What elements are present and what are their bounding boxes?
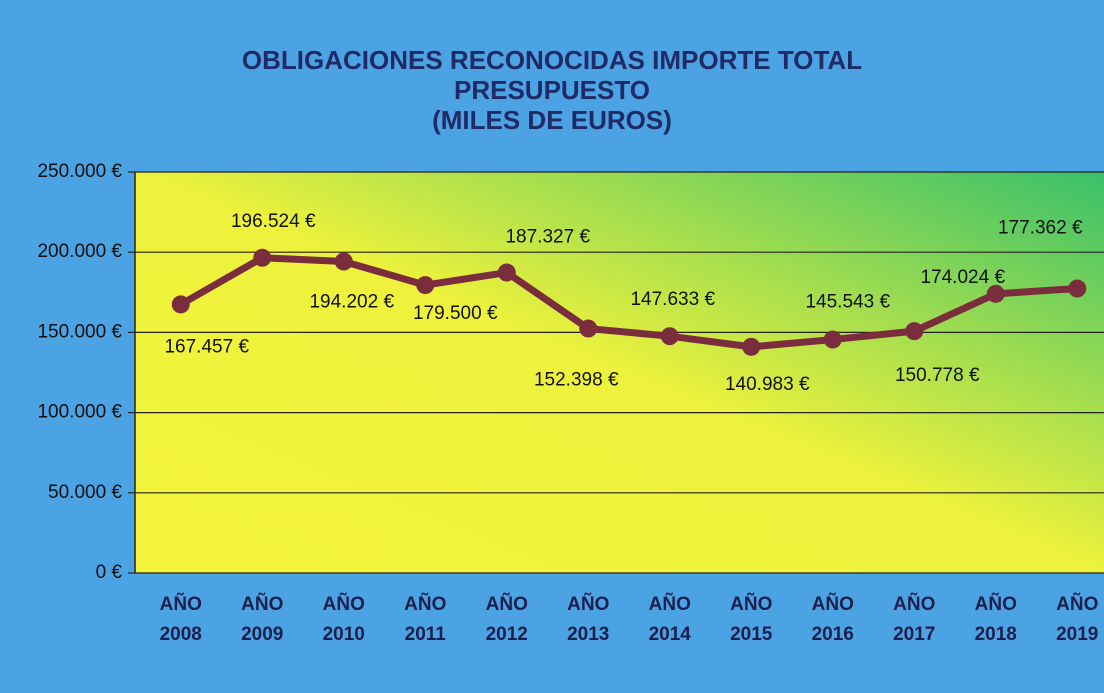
- data-label: 140.983 €: [725, 374, 810, 395]
- point: [171, 295, 190, 314]
- x-tick-label: AÑO 2016: [811, 594, 854, 645]
- data-label: 194.202 €: [309, 292, 394, 313]
- point: [905, 322, 924, 341]
- data-label: 187.327 €: [505, 227, 590, 248]
- point: [660, 327, 679, 346]
- x-tick-label: AÑO 2018: [974, 594, 1017, 645]
- data-label: 167.457 €: [164, 336, 249, 357]
- x-tick-label: AÑO 2015: [730, 594, 773, 645]
- point: [742, 337, 761, 356]
- data-label: 145.543 €: [805, 292, 890, 313]
- point: [416, 276, 435, 295]
- plot-area: [135, 172, 1104, 573]
- y-tick-label: 0 €: [96, 562, 123, 583]
- data-label: 174.024 €: [920, 267, 1005, 288]
- y-tick-label: 50.000 €: [48, 482, 122, 503]
- x-tick-label: AÑO 2014: [648, 594, 691, 645]
- x-tick-label: AÑO 2008: [159, 594, 202, 645]
- point: [253, 248, 272, 267]
- point: [823, 330, 842, 349]
- y-tick-label: 250.000 €: [37, 161, 122, 182]
- point: [334, 252, 353, 271]
- chart-title: OBLIGACIONES RECONOCIDAS IMPORTE TOTAL P…: [241, 45, 863, 105]
- data-label: 147.633 €: [630, 289, 715, 310]
- y-tick-label: 200.000 €: [37, 241, 122, 262]
- y-tick-label: 100.000 €: [37, 402, 122, 423]
- data-label: 150.778 €: [895, 365, 980, 386]
- y-tick-label: 150.000 €: [37, 321, 122, 342]
- point: [497, 263, 516, 282]
- x-tick-label: AÑO 2012: [485, 594, 528, 645]
- x-tick-label: AÑO 2010: [322, 594, 365, 645]
- point: [1068, 279, 1087, 298]
- data-label: 152.398 €: [534, 370, 619, 391]
- line: [179, 254, 1078, 351]
- data-label: 179.500 €: [413, 303, 498, 324]
- x-tick-label: AÑO 2013: [567, 594, 610, 645]
- chart-subtitle: (MILES DE EUROS): [432, 105, 672, 135]
- data-label: 177.362 €: [998, 218, 1083, 239]
- x-tick-label: AÑO 2017: [893, 594, 936, 645]
- data-label: 196.524 €: [231, 211, 316, 232]
- point: [986, 284, 1005, 303]
- x-tick-label: AÑO 2009: [241, 594, 284, 645]
- x-tick-label: AÑO 2019: [1056, 594, 1099, 645]
- point: [579, 319, 598, 338]
- x-tick-label: AÑO 2011: [404, 594, 447, 645]
